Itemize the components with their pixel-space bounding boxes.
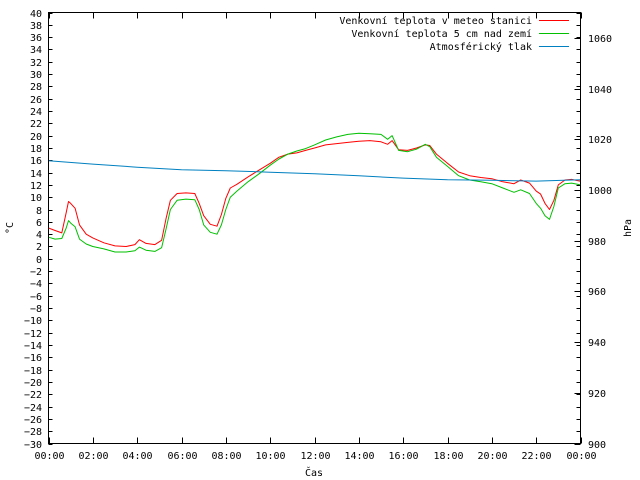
- x-tick-label: 02:00: [78, 451, 108, 462]
- x-tick-label: 14:00: [344, 451, 374, 462]
- y-left-tick-label: 10: [30, 193, 42, 204]
- x-tick-label: 16:00: [388, 451, 418, 462]
- y-left-tick-label: −6: [30, 292, 42, 303]
- y-left-tick-label: 14: [30, 169, 42, 180]
- legend: Venkovní teplota v meteo stanici Venkovn…: [339, 15, 569, 53]
- x-tick-label: 18:00: [433, 451, 463, 462]
- x-tick-label: 10:00: [255, 451, 285, 462]
- y-left-tick-label: −22: [24, 390, 42, 401]
- y-right-tick-label: 980: [588, 237, 606, 248]
- x-tick-label: 08:00: [211, 451, 241, 462]
- y-left-tick-label: 12: [30, 181, 42, 192]
- y-axis-right-ticks: 900 920 940 960 980 1000 1020 1040 1060: [574, 34, 612, 451]
- y-left-tick-label: 20: [30, 132, 42, 143]
- x-axis-ticks: 00:00 02:00 04:00 06:00 08:00 10:00 12:00 14:00…: [34, 12, 597, 462]
- y-left-tick-label: −14: [24, 341, 42, 352]
- x-tick-label: 00:00: [566, 451, 596, 462]
- y-left-tick-label: 4: [36, 230, 42, 241]
- x-tick-label: 22:00: [521, 451, 551, 462]
- y-left-tick-label: 24: [30, 107, 42, 118]
- y-axis-right-label: hPa: [623, 219, 634, 237]
- y-left-tick-label: −24: [24, 403, 42, 414]
- legend-label: Atmosférický tlak: [430, 41, 532, 53]
- y-right-tick-label: 900: [588, 440, 606, 451]
- y-axis-left-ticks: −30−28−26−24−22−20−18−16−14−12−10−8−6−4−…: [24, 9, 581, 451]
- y-left-tick-label: 40: [30, 9, 42, 20]
- y-left-tick-label: 26: [30, 95, 42, 106]
- legend-label: Venkovní teplota 5 cm nad zemí: [351, 28, 532, 40]
- y-left-tick-label: −30: [24, 440, 42, 451]
- x-tick-label: 04:00: [122, 451, 152, 462]
- y-right-tick-label: 1060: [588, 34, 612, 45]
- pressure-series-line: [48, 160, 581, 182]
- y-left-tick-label: 18: [30, 144, 42, 155]
- y-left-tick-label: −18: [24, 366, 42, 377]
- y-left-tick-label: −12: [24, 329, 42, 340]
- y-left-tick-label: −2: [30, 267, 42, 278]
- y-left-tick-label: 16: [30, 156, 42, 167]
- y-left-tick-label: −26: [24, 415, 42, 426]
- y-left-tick-label: 22: [30, 119, 42, 130]
- series-lines: [48, 132, 581, 253]
- y-left-tick-label: −10: [24, 316, 42, 327]
- plot-frame: [48, 12, 581, 444]
- y-left-tick-label: −8: [30, 304, 42, 315]
- y-right-tick-label: 1000: [588, 186, 612, 197]
- y-left-tick-label: 38: [30, 21, 42, 32]
- y-left-tick-label: 36: [30, 33, 42, 44]
- y-axis-left-label: °C: [5, 222, 16, 234]
- y-left-tick-label: 2: [36, 242, 42, 253]
- y-left-tick-label: 28: [30, 82, 42, 93]
- legend-label: Venkovní teplota v meteo stanici: [339, 15, 532, 27]
- ground-temperature-series-line: [48, 132, 581, 253]
- y-right-tick-label: 920: [588, 389, 606, 400]
- y-left-tick-label: 6: [36, 218, 42, 229]
- y-left-tick-label: −16: [24, 353, 42, 364]
- x-tick-label: 12:00: [300, 451, 330, 462]
- y-left-tick-label: 34: [30, 45, 42, 56]
- y-left-tick-label: −28: [24, 427, 42, 438]
- y-left-tick-label: 32: [30, 58, 42, 69]
- y-left-tick-label: 30: [30, 70, 42, 81]
- y-right-tick-label: 1020: [588, 135, 612, 146]
- y-right-tick-label: 960: [588, 287, 606, 298]
- y-left-tick-label: −4: [30, 279, 42, 290]
- x-tick-label: 20:00: [477, 451, 507, 462]
- x-axis-label: Čas: [305, 466, 323, 479]
- y-left-tick-label: 8: [36, 206, 42, 217]
- y-right-tick-label: 940: [588, 338, 606, 349]
- y-left-tick-label: 0: [36, 255, 42, 266]
- x-tick-label: 00:00: [34, 451, 64, 462]
- y-left-tick-label: −20: [24, 378, 42, 389]
- y-right-tick-label: 1040: [588, 85, 612, 96]
- x-tick-label: 06:00: [167, 451, 197, 462]
